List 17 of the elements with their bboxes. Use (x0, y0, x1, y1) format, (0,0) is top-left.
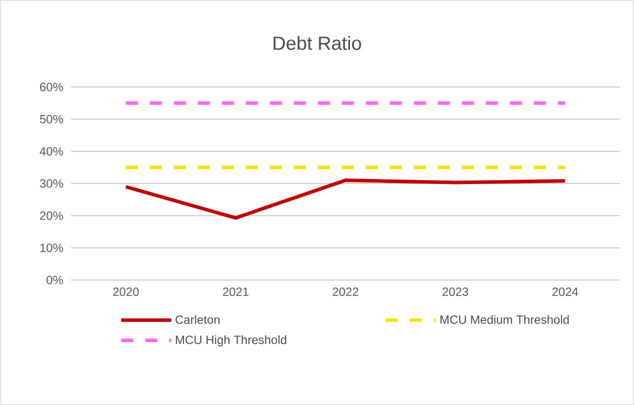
y-tick-label: 50% (40, 114, 64, 124)
y-tick-label: 0% (46, 276, 64, 284)
legend-label: MCU High Threshold (176, 335, 286, 346)
y-tick-label: 40% (40, 147, 64, 156)
legend-label: Carleton (176, 315, 220, 324)
x-tick-label: 2020 (113, 288, 139, 296)
y-tick-label: 10% (40, 244, 64, 252)
y-tick-label: 60% (40, 82, 64, 92)
x-tick-label: 2024 (552, 288, 578, 296)
y-tick-label: 20% (40, 211, 64, 220)
y-tick-label: 30% (40, 179, 64, 188)
legend-label: MCU Medium Threshold (440, 315, 569, 324)
chart-title: Debt Ratio (274, 36, 362, 50)
x-tick-label: 2023 (442, 288, 468, 296)
line-series (124, 178, 567, 220)
x-tick-label: 2022 (332, 288, 358, 296)
x-tick-label: 2021 (222, 288, 248, 296)
